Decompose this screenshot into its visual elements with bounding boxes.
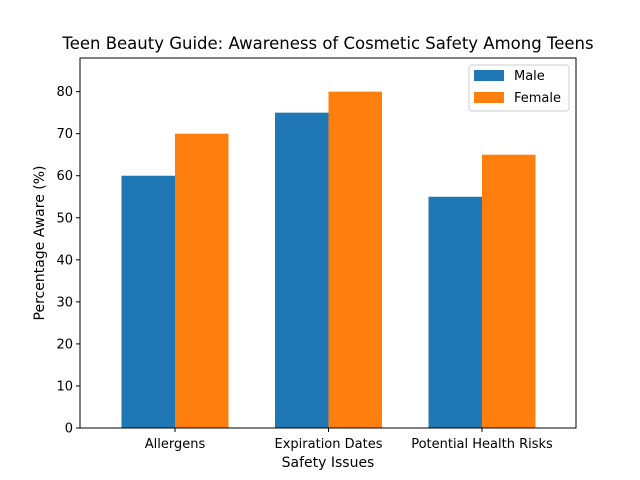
x-tick-label: Potential Health Risks [411,437,553,452]
y-tick-label: 10 [56,379,73,394]
y-tick-label: 40 [56,253,73,268]
y-tick-label: 30 [56,295,73,310]
plot-area-frame [79,57,577,429]
x-axis: Allergens Expiration Dates Potential Healt… [145,428,553,452]
y-axis: 0 10 20 30 40 50 60 70 80 [56,85,80,437]
y-axis-label: Percentage Aware (%) [32,166,48,321]
legend: Male Female [468,64,570,112]
legend-label-female: Female [514,91,561,106]
x-axis-label: Safety Issues [282,455,375,471]
y-tick-label: 20 [56,337,73,352]
y-tick-label: 0 [65,422,73,437]
x-tick-label: Allergens [145,437,206,452]
bar-female-2 [482,154,536,429]
y-tick-label: 50 [56,211,73,226]
bar-male-0 [121,175,175,428]
bar-male-1 [275,112,329,428]
y-tick-label: 60 [56,169,73,184]
legend-swatch-male [474,70,504,81]
bar-male-2 [428,196,482,428]
bar-female-1 [328,91,382,429]
legend-label-male: Male [514,69,545,84]
legend-swatch-female [474,92,504,103]
x-tick-label: Expiration Dates [275,437,383,452]
bar-female-0 [175,133,229,428]
bars [121,91,536,429]
y-tick-label: 70 [56,127,73,142]
chart-title: Teen Beauty Guide: Awareness of Cosmetic… [61,34,593,53]
y-tick-label: 80 [56,85,73,100]
